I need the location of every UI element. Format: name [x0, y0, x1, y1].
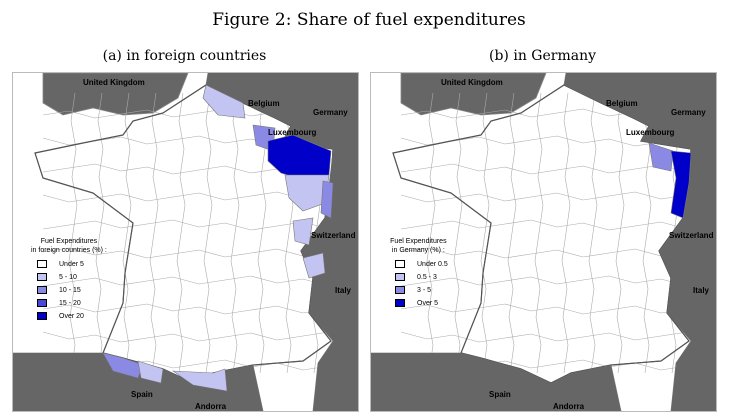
neighbor-uk	[42, 73, 189, 116]
label-belgium: Belgium	[606, 99, 638, 108]
legend-label: 15 - 20	[59, 299, 81, 307]
department-border	[400, 163, 688, 175]
legend-label: Under 5	[59, 260, 84, 268]
legend-item: Over 5	[395, 299, 448, 307]
department-border	[426, 92, 436, 374]
legend-item: 5 - 10	[37, 273, 107, 281]
department-border	[588, 92, 598, 374]
department-border	[400, 275, 688, 287]
legend-swatch	[395, 260, 405, 268]
label-belgium: Belgium	[248, 99, 280, 108]
legend-label: 5 - 10	[59, 273, 77, 281]
department-border	[400, 247, 688, 259]
department-meurthe	[284, 174, 330, 212]
legend: Fuel Expenditures in foreign countries (%…	[31, 237, 107, 320]
map-svg: United Kingdom Belgium Germany Luxembourg Sw…	[371, 73, 716, 411]
legend-item: 0.5 - 3	[395, 273, 448, 281]
label-uk: United Kingdom	[441, 78, 503, 87]
legend-swatch	[37, 273, 47, 281]
department-border	[561, 92, 571, 374]
department-border	[203, 92, 213, 374]
legend-swatch	[395, 286, 405, 294]
department-border	[42, 331, 330, 343]
legend: Fuel Expenditures in Germany (%) : Under 0…	[389, 237, 448, 307]
legend-item: Under 0.5	[395, 260, 448, 268]
department-border	[400, 331, 688, 343]
department-doubs	[292, 217, 314, 246]
department-border	[42, 219, 330, 231]
legend-item: Over 20	[37, 312, 107, 320]
legend-label: 0.5 - 3	[417, 273, 437, 281]
legend-label: Under 0.5	[417, 260, 448, 268]
department-border	[42, 247, 330, 259]
department-border	[534, 92, 544, 374]
department-landes	[137, 360, 164, 384]
legend-swatch	[37, 286, 47, 294]
department-border	[230, 92, 240, 374]
department-border	[68, 92, 78, 374]
legend-item: Under 5	[37, 260, 107, 268]
department-border	[42, 275, 330, 287]
legend-item: 15 - 20	[37, 299, 107, 307]
department-nord	[202, 84, 246, 119]
department-savoie	[302, 252, 326, 279]
department-border	[95, 92, 105, 374]
department-border	[507, 92, 517, 374]
department-border	[480, 92, 490, 374]
legend-item: 10 - 15	[37, 286, 107, 294]
panel-a-subtitle: (a) in foreign countries	[102, 48, 267, 64]
label-germany: Germany	[671, 108, 706, 117]
label-luxembourg: Luxembourg	[626, 128, 675, 137]
department-border	[176, 92, 186, 374]
legend-label: Over 5	[417, 299, 439, 307]
label-italy: Italy	[693, 286, 710, 295]
label-switzerland: Switzerland	[311, 231, 356, 240]
legend-swatch	[37, 260, 47, 268]
department-border	[400, 191, 688, 203]
map-panel-b: United Kingdom Belgium Germany Luxembourg Sw…	[370, 72, 717, 412]
department-border	[453, 92, 463, 374]
label-spain: Spain	[489, 390, 511, 399]
legend-item: 3 - 5	[395, 286, 448, 294]
legend-label: 10 - 15	[59, 286, 81, 294]
label-andorra: Andorra	[195, 402, 227, 411]
label-andorra: Andorra	[553, 402, 585, 411]
legend-label: 3 - 5	[417, 286, 432, 294]
department-border	[42, 191, 330, 203]
label-italy: Italy	[335, 286, 352, 295]
label-uk: United Kingdom	[83, 78, 145, 87]
legend-swatch	[395, 273, 405, 281]
legend-swatch	[37, 312, 47, 320]
department-border	[400, 219, 688, 231]
department-alsace	[320, 180, 334, 219]
department-border	[149, 92, 159, 374]
map-panel-a: United Kingdom Belgium Germany Luxembourg Sw…	[12, 72, 359, 412]
panel-b-subtitle: (b) in Germany	[489, 48, 596, 64]
department-moselle	[648, 142, 674, 172]
label-spain: Spain	[131, 390, 153, 399]
legend-title: Fuel Expenditures in foreign countries (%…	[31, 238, 107, 254]
figure-title: Figure 2: Share of fuel expenditures	[212, 10, 526, 30]
department-border	[122, 92, 132, 374]
legend-swatch	[395, 299, 405, 307]
department-alsace_b	[670, 150, 692, 219]
legend-title: Fuel Expenditures in Germany (%) :	[390, 238, 447, 254]
legend-label: Over 20	[59, 312, 84, 320]
neighbor-uk	[400, 73, 547, 116]
label-switzerland: Switzerland	[669, 231, 714, 240]
map-svg: United Kingdom Belgium Germany Luxembourg Sw…	[13, 73, 358, 411]
department-border	[615, 92, 625, 374]
department-pyr_or	[171, 368, 228, 392]
department-border	[42, 303, 330, 315]
department-border	[400, 303, 688, 315]
label-luxembourg: Luxembourg	[268, 128, 317, 137]
legend-swatch	[37, 299, 47, 307]
label-germany: Germany	[313, 108, 348, 117]
